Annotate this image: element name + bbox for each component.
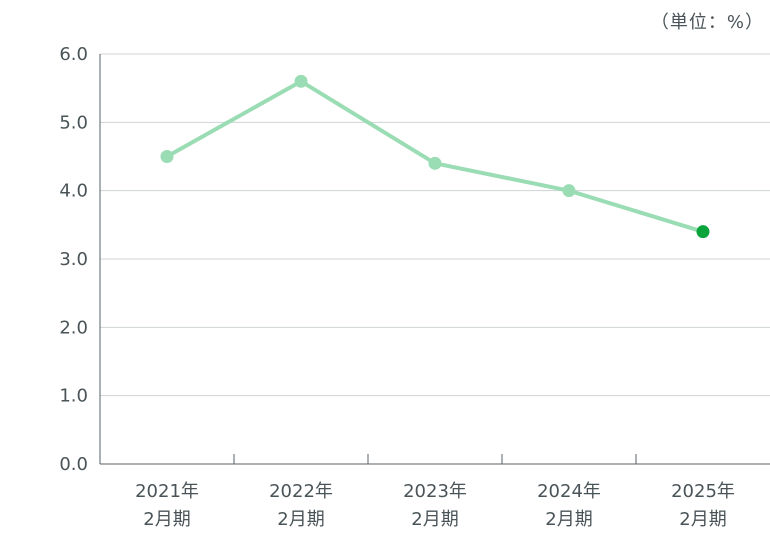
y-tick-label: 0.0 [59, 454, 88, 475]
data-point [294, 74, 308, 88]
x-tick-label: 2月期 [277, 509, 324, 530]
data-point [428, 156, 442, 170]
grid-layer [100, 53, 770, 397]
data-point [160, 150, 174, 163]
y-tick-label: 3.0 [59, 249, 88, 270]
series-layer [160, 74, 710, 239]
x-tick-label: 2月期 [411, 509, 458, 530]
y-tick-label: 5.0 [59, 112, 88, 133]
x-tick-label: 2024年 [537, 481, 601, 502]
series-line [165, 79, 705, 234]
y-tick-label: 4.0 [59, 181, 88, 202]
data-point-highlight [696, 225, 710, 239]
axis-layer [99, 54, 770, 465]
x-tick-label: 2月期 [679, 509, 726, 530]
x-tick-label: 2月期 [143, 509, 190, 530]
x-tick-label: 2021年 [135, 481, 199, 502]
x-tick-label: 2022年 [269, 481, 333, 502]
y-tick-label: 1.0 [59, 386, 88, 407]
unit-label: （単位：%） [650, 12, 764, 33]
x-tick-label: 2025年 [671, 481, 735, 502]
y-tick-label: 6.0 [59, 44, 88, 65]
x-tick-label: 2月期 [545, 509, 592, 530]
label-layer: 0.0 1.0 2.0 3.0 4.0 5.0 6.0 2021年 2月期 2022年 2月期 202… [59, 44, 735, 530]
x-tick-label: 2023年 [403, 481, 467, 502]
y-tick-label: 2.0 [59, 317, 88, 338]
data-point [562, 184, 576, 198]
